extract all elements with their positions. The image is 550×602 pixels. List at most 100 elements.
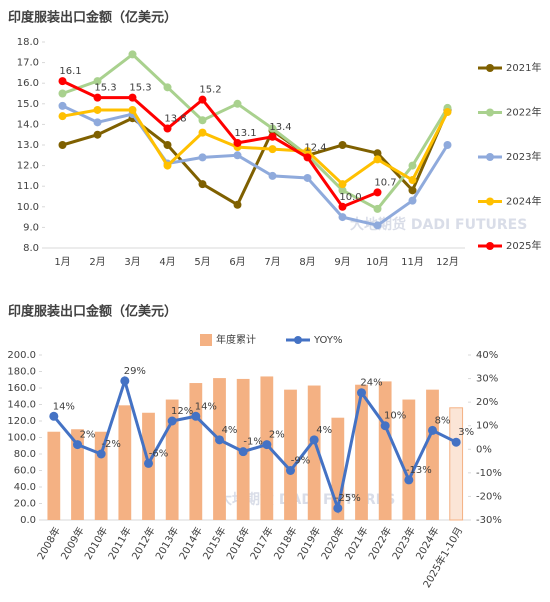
- y-tick-label: 100.0: [7, 433, 36, 444]
- x-tick-label: 10月: [366, 256, 389, 268]
- bar: [449, 407, 464, 521]
- data-label: 12%: [171, 406, 193, 417]
- data-label: 14%: [53, 401, 75, 412]
- data-label: 15.3: [94, 83, 116, 94]
- point: [215, 435, 224, 445]
- point: [408, 161, 417, 170]
- data-label: 10.7: [374, 177, 396, 188]
- point: [233, 151, 242, 160]
- data-label: 3%: [458, 427, 474, 438]
- point: [93, 130, 102, 139]
- point: [373, 155, 382, 164]
- y-tick-label: 120.0: [7, 416, 36, 427]
- series-line: [52, 375, 457, 514]
- bar: [378, 381, 392, 520]
- y2-tick-label: -30%: [476, 515, 502, 526]
- data-label: -1%: [243, 437, 262, 448]
- point: [198, 180, 207, 189]
- series-line: [61, 52, 449, 211]
- data-label: 8%: [435, 415, 451, 426]
- legend-marker: [486, 153, 494, 161]
- legend-marker: [294, 336, 302, 344]
- point: [163, 141, 172, 149]
- data-label: 10.0: [339, 192, 361, 203]
- point: [309, 435, 319, 445]
- y-tick-label: 14.0: [17, 119, 39, 130]
- point: [58, 89, 67, 98]
- y2-tick-label: 10%: [476, 421, 498, 432]
- point: [198, 95, 207, 104]
- data-label: 2%: [80, 430, 96, 441]
- data-label: 15.2: [199, 85, 221, 96]
- x-tick-label: 5月: [194, 256, 210, 268]
- y-tick-label: 18.0: [17, 37, 39, 48]
- x-tick-label: 4月: [159, 256, 175, 268]
- y-tick-label: 11.0: [17, 181, 39, 192]
- x-tick-label: 6月: [229, 256, 245, 268]
- point: [93, 77, 102, 86]
- y2-tick-label: 40%: [476, 350, 498, 361]
- point: [144, 458, 153, 468]
- y-tick-label: 12.0: [17, 161, 39, 172]
- data-label: 16.1: [59, 66, 81, 77]
- point: [73, 440, 82, 450]
- data-label: 2%: [269, 430, 285, 441]
- legend-label: 2024年: [506, 195, 541, 208]
- point: [338, 141, 347, 149]
- chart-title: 印度服装出口金额（亿美元）: [8, 10, 177, 26]
- point: [338, 202, 347, 211]
- legend-label: 2021年: [506, 61, 541, 74]
- y-tick-label: 200.0: [7, 350, 36, 361]
- bar: [355, 384, 368, 520]
- point: [404, 475, 414, 485]
- point: [128, 105, 137, 114]
- x-tick-label: 7月: [264, 256, 280, 268]
- legend-marker: [486, 64, 494, 72]
- point: [303, 147, 312, 156]
- y-tick-label: 180.0: [7, 367, 36, 378]
- point: [198, 116, 207, 125]
- y-tick-label: 9.0: [23, 222, 39, 233]
- y-tick-label: 17.0: [17, 58, 39, 69]
- watermark: 大地期货 DADI FUTURES: [350, 216, 527, 233]
- bar: [213, 378, 226, 520]
- point: [303, 173, 312, 182]
- data-label: 29%: [124, 366, 146, 377]
- legend-label: YOY%: [313, 335, 343, 346]
- point: [408, 196, 417, 205]
- y-tick-label: 140.0: [7, 400, 36, 411]
- point: [333, 503, 343, 513]
- legend-marker: [486, 108, 494, 117]
- point: [233, 99, 242, 108]
- point: [268, 145, 277, 154]
- point: [262, 440, 272, 450]
- x-tick-label: 1月: [54, 256, 70, 268]
- point: [58, 112, 67, 121]
- legend-label: 2025年: [506, 239, 541, 252]
- data-label: 24%: [360, 378, 382, 389]
- data-label: 4%: [316, 425, 332, 436]
- y2-tick-label: -10%: [476, 468, 502, 479]
- point: [163, 124, 172, 133]
- point: [198, 128, 207, 137]
- point: [233, 200, 242, 209]
- data-label: 4%: [222, 425, 238, 436]
- bar: [118, 405, 132, 520]
- x-tick-label: 3月: [124, 256, 140, 268]
- point: [373, 149, 382, 158]
- y-tick-label: 16.0: [17, 78, 39, 89]
- point: [58, 101, 67, 110]
- point: [268, 171, 277, 180]
- point: [338, 180, 347, 189]
- point: [338, 186, 347, 195]
- data-label: -6%: [149, 448, 168, 459]
- series-line: [62, 109, 449, 207]
- data-label: -25%: [335, 493, 361, 504]
- legend-label: 年度累计: [216, 333, 256, 346]
- series-line: [62, 108, 449, 187]
- data-label: 13.8: [164, 114, 186, 125]
- chart-title: 印度服装出口金额（亿美元）: [8, 304, 177, 320]
- point: [268, 124, 277, 133]
- y2-tick-label: -20%: [476, 491, 502, 502]
- point: [338, 213, 347, 222]
